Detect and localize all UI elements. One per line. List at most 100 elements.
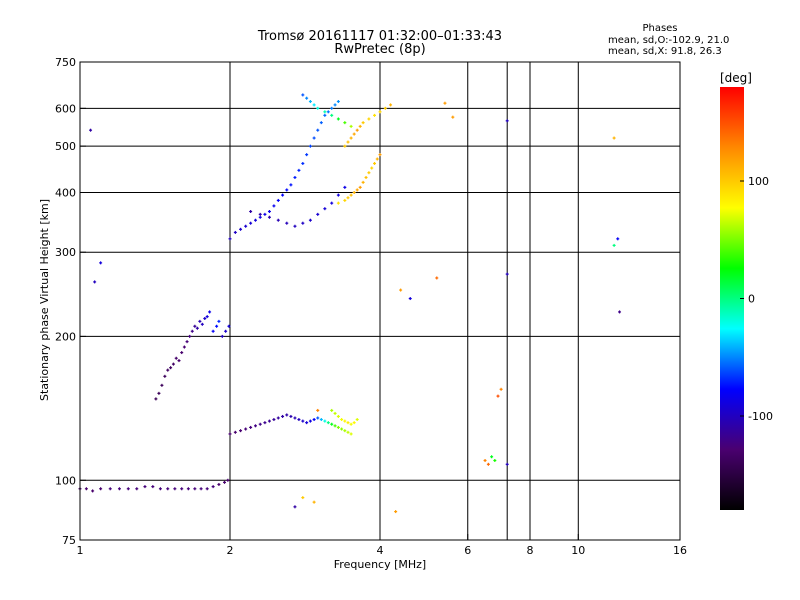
stats-title: Phases [642,23,677,34]
data-point [185,340,189,344]
data-point [154,397,158,401]
data-point [323,113,327,117]
data-point [616,237,620,241]
data-point [239,429,243,433]
data-point [367,117,371,121]
data-point [378,110,382,114]
data-point [505,272,509,276]
data-point [389,103,393,107]
data-point [490,455,494,459]
data-point [349,124,353,128]
data-point [358,185,362,189]
x-tick-label: 1 [77,544,84,557]
data-point [301,419,305,423]
data-point [171,362,175,366]
data-point [228,432,232,436]
data-point [451,115,455,119]
data-point [308,218,312,222]
data-point [173,487,177,491]
y-tick-label: 100 [55,474,76,487]
data-point [285,413,289,417]
data-point [195,326,199,330]
data-point [352,421,356,425]
data-point [249,210,253,214]
data-point [301,221,305,225]
data-point [349,422,353,426]
data-point [244,427,248,431]
data-point [330,201,334,205]
data-point [267,215,271,219]
data-point [326,421,330,425]
data-point [316,128,320,132]
data-point [383,106,387,110]
data-point [308,144,312,148]
data-point [205,487,209,491]
data-point [305,96,309,100]
data-point [349,136,353,140]
data-point [208,310,212,314]
data-point [330,106,334,110]
chart-title: Tromsø 20161117 01:32:00–01:33:43 [257,29,502,44]
data-point [166,368,170,372]
data-point [323,207,327,211]
data-point [93,280,97,284]
data-point [200,322,204,326]
data-point [336,117,340,121]
data-point [323,419,327,423]
data-point [158,487,162,491]
data-point [312,136,316,140]
chart-subtitle: RwPretec (8p) [334,42,425,57]
stats-line-x: mean, sd,X: 91.8, 26.3 [608,46,722,57]
data-point [358,124,362,128]
data-point [253,424,257,428]
data-point [336,193,340,197]
data-point [293,416,297,420]
data-point [151,485,155,489]
data-point [336,100,340,104]
data-point [301,161,305,165]
data-point [319,121,323,125]
data-point [493,458,497,462]
data-point [217,319,221,323]
data-point [373,161,377,165]
y-tick-label: 750 [55,56,76,69]
data-point [160,383,164,387]
data-point [297,168,301,172]
data-point [343,198,347,202]
data-point [193,487,197,491]
data-point [343,419,347,423]
data-point [217,482,221,486]
data-point [289,183,293,187]
data-point [215,324,219,328]
data-point [378,153,382,157]
data-point [435,276,439,280]
data-point [258,215,262,219]
data-point [333,411,337,415]
data-point [228,237,232,241]
data-point [343,121,347,125]
data-point [496,394,500,398]
data-point [267,210,271,214]
data-point [618,310,622,314]
data-point [336,201,340,205]
data-point [361,180,365,184]
data-point [346,430,350,434]
data-point [340,427,344,431]
data-point [281,193,285,197]
data-point [316,106,320,110]
data-point [355,188,359,192]
data-point [211,329,215,333]
data-point [258,212,262,216]
data-point [285,221,289,225]
data-point [244,224,248,228]
x-axis-ticks: 1 2 4 6 8 10 16 [77,534,687,557]
data-point [352,190,356,194]
data-point [227,324,231,328]
data-point [301,93,305,97]
data-point [330,408,334,412]
data-point [308,100,312,104]
data-point [249,425,253,429]
data-point [177,359,181,363]
data-point [281,414,285,418]
